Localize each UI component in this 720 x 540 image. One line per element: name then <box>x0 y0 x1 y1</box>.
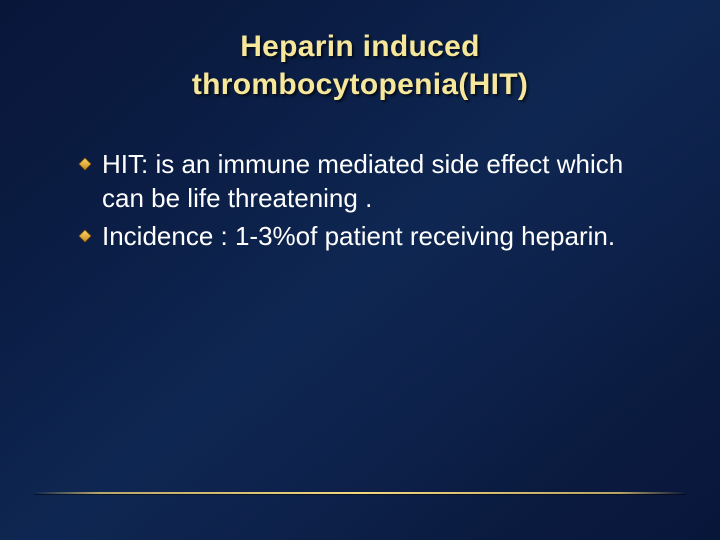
title-line-1: Heparin induced <box>240 30 480 63</box>
diamond-bullet-icon <box>78 157 92 171</box>
footer-divider <box>34 492 686 496</box>
bullet-text: Incidence : 1-3%of patient receiving hep… <box>102 220 670 254</box>
slide-title: Heparin induced thrombocytopenia(HIT) <box>0 28 720 103</box>
bullet-text: HIT: is an immune mediated side effect w… <box>102 148 670 216</box>
title-line-2: thrombocytopenia(HIT) <box>192 68 528 101</box>
slide-body: HIT: is an immune mediated side effect w… <box>78 148 670 257</box>
diamond-bullet-icon <box>78 229 92 243</box>
slide: Heparin induced thrombocytopenia(HIT) HI… <box>0 0 720 540</box>
list-item: HIT: is an immune mediated side effect w… <box>78 148 670 216</box>
list-item: Incidence : 1-3%of patient receiving hep… <box>78 220 670 254</box>
